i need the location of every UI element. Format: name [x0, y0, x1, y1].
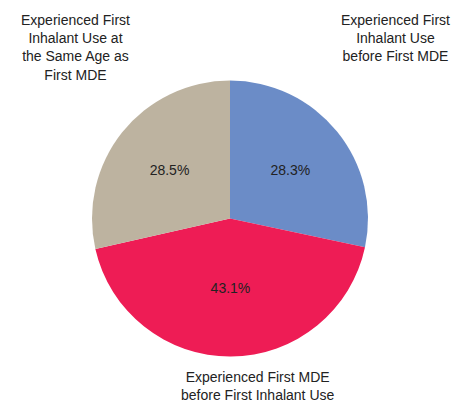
svg-text:Experienced First MDEbefore Fi: Experienced First MDEbefore First Inhala… — [181, 369, 335, 401]
svg-text:Experienced FirstInhalant Use: Experienced FirstInhalant Use atthe Same… — [21, 12, 130, 83]
svg-text:Experienced FirstInhalant Useb: Experienced FirstInhalant Usebefore Firs… — [341, 12, 450, 64]
svg-text:28.5%: 28.5% — [150, 162, 190, 178]
svg-text:28.3%: 28.3% — [270, 162, 310, 178]
svg-text:43.1%: 43.1% — [211, 280, 251, 296]
